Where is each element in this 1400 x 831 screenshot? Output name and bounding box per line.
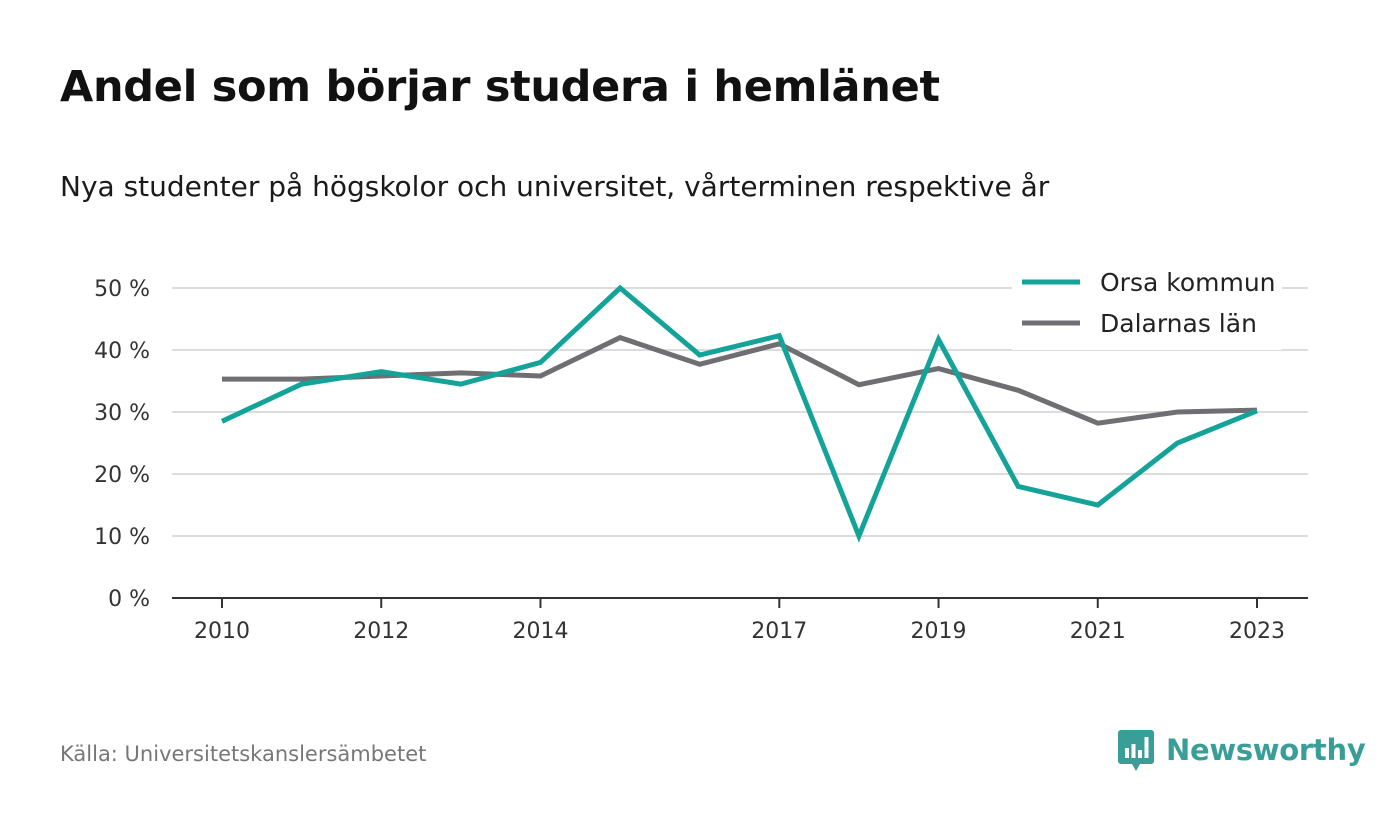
series-line-orsa-kommun bbox=[220, 284, 1258, 543]
chart-title: Andel som börjar studera i hemlänet bbox=[60, 62, 940, 112]
chart-subtitle: Nya studenter på högskolor och universit… bbox=[60, 170, 1050, 203]
x-tick-label: 2019 bbox=[911, 619, 967, 644]
y-tick-label: 40 % bbox=[94, 339, 150, 364]
source-note: Källa: Universitetskanslersämbetet bbox=[60, 742, 427, 766]
legend-background bbox=[1012, 262, 1282, 350]
y-tick-label: 10 % bbox=[94, 525, 150, 550]
brand-name: Newsworthy bbox=[1166, 733, 1366, 767]
y-tick-label: 20 % bbox=[94, 463, 150, 488]
x-tick-label: 2021 bbox=[1070, 619, 1126, 644]
y-tick-label: 30 % bbox=[94, 401, 150, 426]
series-lines bbox=[220, 284, 1258, 543]
line-chart: 0 % 10 % 20 % 30 % 40 % 50 % 2010 2012 2014 2017 2… bbox=[94, 262, 1308, 644]
legend-label: Dalarnas län bbox=[1100, 309, 1257, 338]
x-tick-label: 2012 bbox=[353, 619, 409, 644]
y-tick-label: 50 % bbox=[94, 277, 150, 302]
x-tick-label: 2023 bbox=[1229, 619, 1285, 644]
x-tick-label: 2014 bbox=[512, 619, 568, 644]
y-tick-label: 0 % bbox=[108, 587, 150, 612]
legend-label: Orsa kommun bbox=[1100, 268, 1276, 297]
bar-chart-bubble-icon bbox=[1118, 730, 1154, 771]
brand-logo: Newsworthy bbox=[1118, 728, 1366, 772]
axes: 0 % 10 % 20 % 30 % 40 % 50 % 2010 2012 2014 2017 2… bbox=[94, 277, 1308, 644]
legend: Orsa kommun Dalarnas län bbox=[1012, 262, 1282, 350]
x-tick-label: 2010 bbox=[194, 619, 250, 644]
x-tick-label: 2017 bbox=[751, 619, 807, 644]
